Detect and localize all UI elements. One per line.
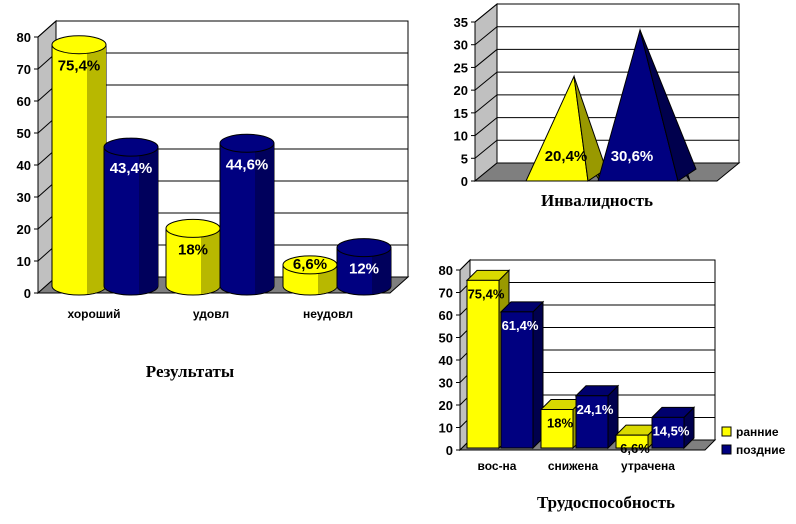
x-tick-label: хороший (67, 307, 120, 321)
data-label: 44,6% (226, 156, 269, 173)
legend-swatch (721, 444, 732, 455)
y-tick-label: 5 (461, 151, 468, 166)
chart-title: Трудоспособность (537, 493, 675, 512)
y-tick-label: 20 (17, 222, 31, 237)
chart-title: Инвалидность (541, 191, 653, 210)
y-tick-label: 40 (17, 158, 31, 173)
bar (575, 395, 609, 449)
y-tick-label: 15 (454, 106, 468, 121)
bar-cylinder-shade (255, 143, 274, 294)
data-label: 61,4% (502, 318, 539, 333)
y-tick-label: 60 (439, 308, 453, 323)
y-tick-label: 70 (17, 62, 31, 77)
data-label: 75,4% (468, 286, 505, 301)
data-label: 75,4% (58, 58, 101, 75)
y-tick-label: 10 (454, 129, 468, 144)
data-label: 6,6% (293, 256, 327, 273)
chart-work-capacity: 0 10 20 30 40 50 60 70 80 75,4% 61,4% вос-на 18% 24,1… (439, 258, 786, 512)
bar (540, 409, 574, 449)
y-tick-label: 10 (439, 421, 453, 436)
bar-cylinder-shade (372, 247, 391, 294)
bar (466, 279, 500, 449)
x-tick-label: снижена (548, 459, 599, 473)
y-tick-label: 80 (17, 30, 31, 45)
y-tick-label: 50 (17, 126, 31, 141)
y-tick-label: 0 (24, 286, 31, 301)
y-tick-label: 10 (17, 254, 31, 269)
data-label: 43,4% (110, 160, 153, 177)
y-tick-label: 50 (439, 331, 453, 346)
data-label: 18% (178, 241, 208, 258)
side-wall (474, 2, 498, 183)
chart-title: Результаты (146, 362, 234, 381)
y-tick-label: 30 (439, 376, 453, 391)
y-tick-label: 0 (461, 174, 468, 189)
gridline (474, 3, 739, 23)
data-label: 30,6% (611, 148, 654, 165)
y-tick-label: 40 (439, 353, 453, 368)
chart-disability: 0 5 10 15 20 25 30 35 20,4% 30,6% Инвалидность (454, 2, 741, 210)
legend-label: поздние (736, 443, 786, 457)
gridline (474, 48, 739, 68)
legend-label: ранние (736, 425, 779, 439)
gridline (474, 26, 739, 46)
y-tick-label: 60 (17, 94, 31, 109)
data-label: 12% (349, 261, 379, 278)
y-tick-label: 30 (17, 190, 31, 205)
data-label: 6,6% (620, 441, 650, 456)
x-tick-label: вос-на (478, 459, 517, 473)
bar-cylinder-top (165, 218, 221, 238)
y-tick-label: 20 (439, 398, 453, 413)
y-tick-label: 80 (439, 263, 453, 278)
y-tick-label: 35 (454, 15, 468, 30)
gridline (459, 259, 715, 271)
bar-cylinder-shade (201, 228, 220, 294)
bar-cylinder-top (336, 238, 392, 258)
chart-results: 0 10 20 30 40 50 60 70 80 75,4% 43,4% хороший 18% 44,… (17, 19, 410, 381)
x-tick-label: неудовл (303, 307, 353, 321)
gridline (37, 20, 408, 38)
pyramid-side-right (639, 29, 697, 182)
bar-cylinder-shade (139, 147, 158, 294)
bar-cylinder-shade (87, 44, 106, 294)
y-tick-label: 70 (439, 286, 453, 301)
bar (651, 416, 685, 449)
data-label: 24,1% (577, 402, 614, 417)
data-label: 20,4% (545, 148, 588, 165)
bar (500, 311, 534, 449)
legend-swatch (721, 426, 732, 437)
x-tick-label: утрачена (621, 459, 675, 473)
bar-cylinder-top (219, 133, 275, 153)
x-tick-label: удовл (193, 307, 229, 321)
y-tick-label: 25 (454, 60, 468, 75)
bar-cylinder-top (51, 35, 107, 55)
data-label: 14,5% (653, 423, 690, 438)
data-label: 18% (547, 416, 573, 431)
bar (615, 434, 649, 449)
pyramid-side-right (573, 76, 607, 182)
bar-cylinder-top (103, 137, 159, 157)
y-tick-label: 20 (454, 83, 468, 98)
gridline (474, 71, 739, 91)
y-tick-label: 30 (454, 38, 468, 53)
y-tick-label: 0 (446, 443, 453, 458)
